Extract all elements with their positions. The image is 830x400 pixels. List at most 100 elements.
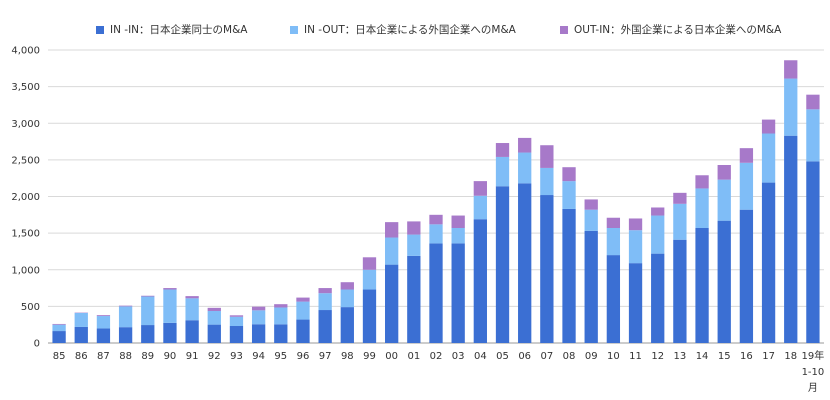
x-tick-label: 17 bbox=[762, 351, 775, 362]
legend-label-out-in: OUT-IN：外国企業による日本企業へのM&A bbox=[574, 24, 782, 36]
bar-in-in bbox=[118, 327, 133, 343]
bar-in-out bbox=[362, 269, 377, 290]
bar-in-out bbox=[141, 296, 155, 326]
x-tick-label: 00 bbox=[385, 351, 398, 362]
bar-in-in bbox=[362, 289, 377, 343]
bar-out-in bbox=[118, 305, 133, 307]
bar-out-in bbox=[385, 222, 399, 238]
bar-in-out bbox=[229, 316, 244, 327]
x-tick-label: 06 bbox=[518, 351, 531, 362]
bar-in-in bbox=[761, 182, 776, 343]
x-tick-label: 13 bbox=[674, 351, 687, 362]
x-tick-label: 18 bbox=[784, 351, 797, 362]
bar-out-in bbox=[185, 296, 199, 299]
bar-in-out bbox=[74, 312, 88, 327]
bar-out-in bbox=[362, 257, 377, 270]
x-tick-label: 12 bbox=[651, 351, 664, 362]
bar-in-out bbox=[207, 310, 221, 325]
x-tick-label: 16 bbox=[740, 351, 753, 362]
bar-in-out bbox=[518, 152, 532, 184]
bar-in-in bbox=[96, 328, 111, 343]
bar-in-out bbox=[52, 324, 66, 332]
bar-in-in bbox=[562, 208, 576, 343]
x-tick-label: 19年 bbox=[802, 349, 825, 362]
bar-in-out bbox=[451, 227, 465, 244]
y-tick-label: 1,500 bbox=[11, 229, 40, 240]
bar-out-in bbox=[584, 199, 598, 210]
bar-in-in bbox=[229, 326, 244, 343]
bar-in-out bbox=[251, 310, 266, 325]
bar-out-in bbox=[518, 137, 532, 153]
legend-item-in-in: IN -IN：日本企業同士のM&A bbox=[96, 22, 247, 37]
bar-in-in bbox=[695, 227, 709, 343]
bar-out-in bbox=[296, 297, 310, 302]
x-tick-label: 89 bbox=[141, 351, 154, 362]
legend-item-out-in: OUT-IN：外国企業による日本企業へのM&A bbox=[560, 22, 781, 37]
bar-in-in bbox=[52, 331, 66, 343]
bar-out-in bbox=[451, 215, 465, 228]
bar-out-in bbox=[251, 306, 266, 311]
bar-in-out bbox=[118, 306, 133, 328]
bar-out-in bbox=[473, 181, 487, 196]
legend-swatch-in-in bbox=[96, 25, 104, 34]
bar-out-in bbox=[784, 60, 798, 79]
bar-out-in bbox=[673, 192, 687, 204]
bar-in-in bbox=[717, 220, 731, 343]
x-tick-label: 97 bbox=[319, 351, 332, 362]
bar-out-in bbox=[163, 288, 177, 290]
x-tick-label: 99 bbox=[363, 351, 376, 362]
x-tick-label: 88 bbox=[119, 351, 132, 362]
bar-in-in bbox=[606, 255, 621, 343]
x-tick-label: 1-10 bbox=[802, 367, 825, 378]
bar-in-out bbox=[407, 234, 421, 256]
y-tick-label: 3,500 bbox=[11, 82, 40, 93]
bar-in-in bbox=[385, 264, 399, 343]
bar-out-in bbox=[495, 143, 510, 157]
legend-label-in-in: IN -IN：日本企業同士のM&A bbox=[110, 24, 248, 36]
y-tick-label: 2,500 bbox=[11, 155, 40, 166]
x-tick-label: 09 bbox=[585, 351, 598, 362]
bar-out-in bbox=[562, 167, 576, 182]
bar-in-out bbox=[739, 162, 754, 210]
bar-out-in bbox=[52, 323, 66, 325]
bar-in-out bbox=[761, 133, 776, 183]
bar-in-out bbox=[429, 224, 443, 244]
y-tick-label: 1,000 bbox=[11, 265, 40, 276]
bar-out-in bbox=[207, 307, 221, 311]
bar-in-in bbox=[274, 324, 288, 343]
x-tick-label: 95 bbox=[274, 351, 287, 362]
bar-out-in bbox=[540, 145, 554, 168]
bar-in-in bbox=[318, 310, 332, 343]
bar-in-out bbox=[784, 78, 798, 136]
bar-out-in bbox=[606, 217, 621, 228]
bar-in-out bbox=[584, 209, 598, 231]
x-tick-label: 04 bbox=[474, 351, 487, 362]
legend: IN -IN：日本企業同士のM&A IN -OUT：日本企業による外国企業へのM… bbox=[0, 22, 830, 38]
bar-in-out bbox=[695, 188, 709, 228]
x-tick-label: 03 bbox=[452, 351, 465, 362]
bar-in-out bbox=[318, 293, 332, 311]
bar-in-in bbox=[340, 307, 354, 343]
bar-in-in bbox=[296, 319, 310, 343]
x-tick-label: 02 bbox=[430, 351, 443, 362]
bar-out-in bbox=[318, 288, 332, 294]
bar-in-in bbox=[429, 243, 443, 343]
legend-swatch-in-out bbox=[290, 25, 298, 34]
bar-in-out bbox=[717, 179, 731, 221]
bar-in-in bbox=[207, 324, 221, 343]
bar-in-out bbox=[296, 301, 310, 320]
bar-in-in bbox=[141, 325, 155, 343]
bar-out-in bbox=[429, 214, 443, 225]
x-tick-label: 86 bbox=[75, 351, 88, 362]
bar-in-in bbox=[495, 186, 510, 343]
bar-in-in bbox=[518, 183, 532, 343]
legend-swatch-out-in bbox=[560, 25, 568, 34]
x-tick-label: 87 bbox=[97, 351, 110, 362]
bar-in-in bbox=[163, 322, 177, 343]
x-tick-label: 05 bbox=[496, 351, 509, 362]
x-tick-label: 96 bbox=[297, 351, 310, 362]
bar-in-out bbox=[651, 215, 665, 254]
bar-in-out bbox=[562, 181, 576, 209]
